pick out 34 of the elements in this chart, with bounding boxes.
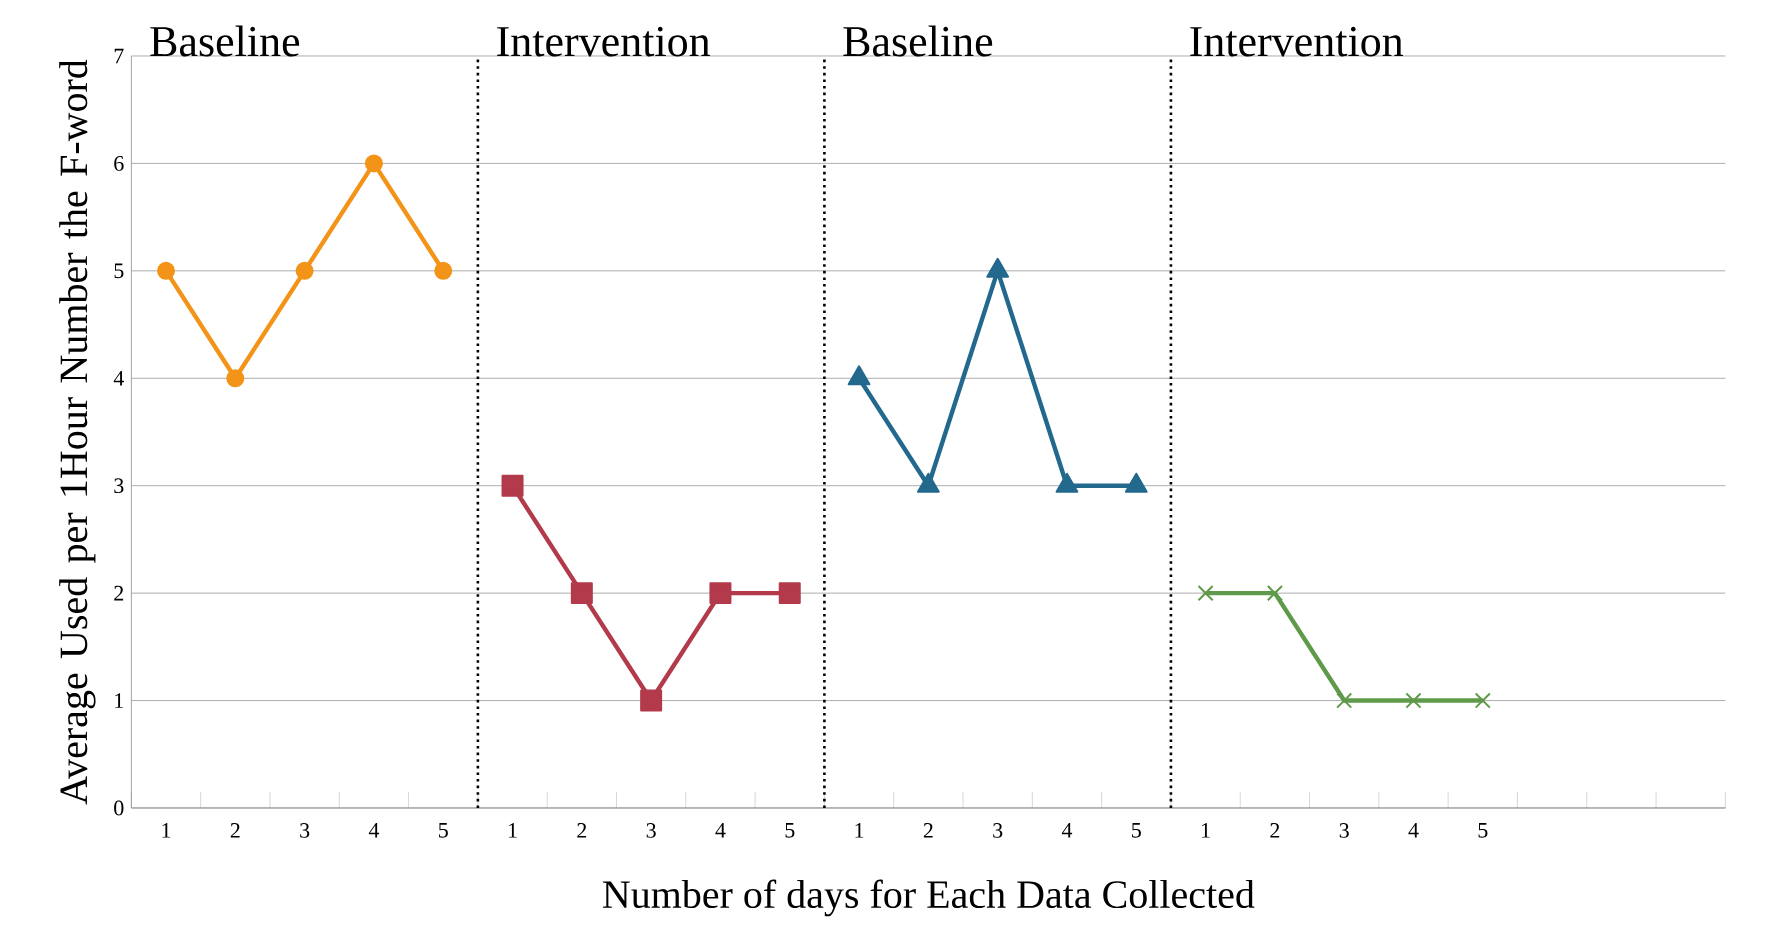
x-tick-label: 3 xyxy=(300,823,310,838)
y-tick-label: 3 xyxy=(114,478,124,494)
x-tick-label: 1 xyxy=(855,823,864,838)
annotation: Baseline xyxy=(843,25,993,57)
y-tick-label: 2 xyxy=(114,585,124,601)
annotation: Intervention xyxy=(1190,26,1404,57)
y-axis-title: Average Used per 1Hour Number the F-word xyxy=(59,59,96,805)
x-tick-label: 5 xyxy=(1478,823,1488,838)
x-tick-label: 5 xyxy=(785,823,795,838)
x-tick-label: 4 xyxy=(1061,823,1073,838)
x-tick-label: 5 xyxy=(1132,823,1141,838)
y-tick-label: 6 xyxy=(114,156,124,171)
x-tick-label: 4 xyxy=(368,823,380,838)
x-tick-label: 5 xyxy=(439,823,448,838)
x-tick-label: 3 xyxy=(1339,823,1349,838)
x-tick-label: 1 xyxy=(1202,823,1210,838)
x-tick-label: 2 xyxy=(1270,823,1280,838)
x-tick-label: 2 xyxy=(230,823,240,838)
x-tick-label: 3 xyxy=(993,823,1003,838)
annotation: Baseline xyxy=(150,25,300,57)
x-tick-label: 1 xyxy=(162,823,171,838)
y-tick-label: 7 xyxy=(114,48,124,64)
x-tick-label: 1 xyxy=(508,823,517,838)
x-tick-label: 2 xyxy=(923,823,933,838)
x-tick-label: 2 xyxy=(577,823,587,838)
y-tick-label: 5 xyxy=(114,263,124,279)
x-axis-title: Number of days for Each Data Collected xyxy=(602,879,1255,917)
y-tick-label: 1 xyxy=(115,693,123,708)
y-tick-label: 4 xyxy=(113,371,124,386)
y-tick-label: 0 xyxy=(114,800,124,816)
x-tick-label: 3 xyxy=(646,823,656,838)
x-tick-label: 4 xyxy=(715,823,726,838)
x-tick-label: 4 xyxy=(1408,823,1419,838)
annotation: Intervention xyxy=(497,26,710,57)
